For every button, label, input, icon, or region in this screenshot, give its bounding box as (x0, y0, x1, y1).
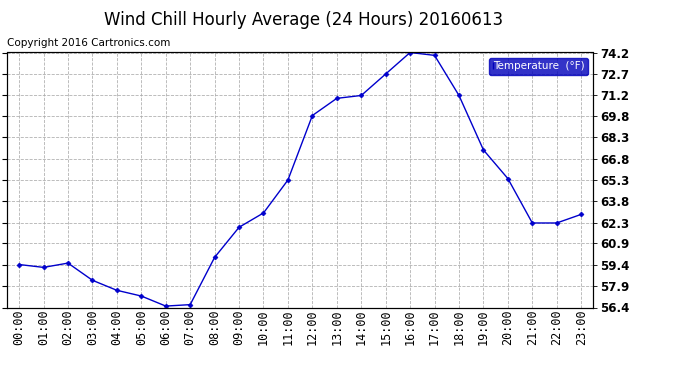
Text: Wind Chill Hourly Average (24 Hours) 20160613: Wind Chill Hourly Average (24 Hours) 201… (104, 11, 503, 29)
Text: Copyright 2016 Cartronics.com: Copyright 2016 Cartronics.com (7, 38, 170, 48)
Legend: Temperature  (°F): Temperature (°F) (489, 58, 588, 75)
